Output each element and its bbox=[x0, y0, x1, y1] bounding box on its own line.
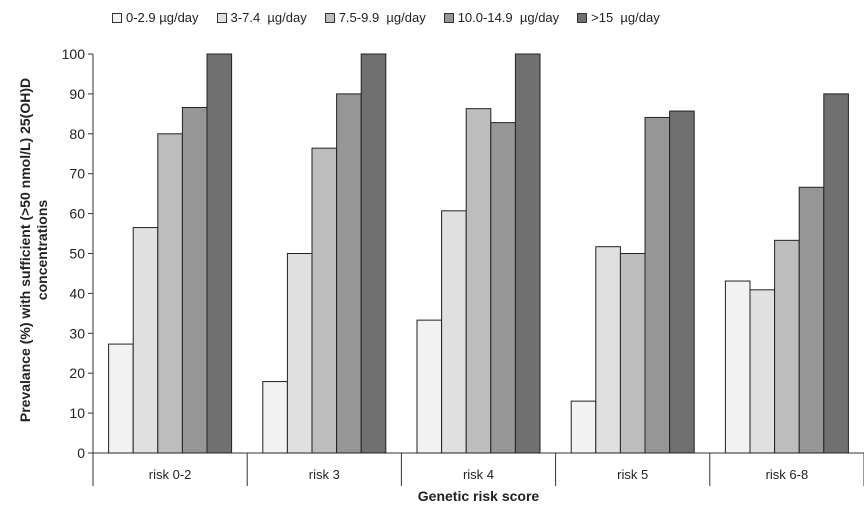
legend-swatch bbox=[216, 12, 227, 23]
x-tick-label: risk 3 bbox=[309, 467, 340, 482]
bar bbox=[798, 186, 825, 454]
bar bbox=[465, 108, 492, 454]
legend-item: 10.0-14.9 µg/day bbox=[443, 10, 560, 25]
y-tick-label: 20 bbox=[69, 365, 85, 381]
legend-swatch bbox=[112, 12, 122, 23]
bar bbox=[286, 253, 313, 454]
y-tick-label: 60 bbox=[69, 206, 85, 222]
bar bbox=[108, 343, 134, 454]
legend-swatch bbox=[443, 12, 454, 23]
bar bbox=[360, 53, 387, 454]
legend-label: 3-7.4 µg/day bbox=[230, 10, 307, 25]
y-tick-label: 80 bbox=[69, 126, 85, 142]
y-tick-label: 30 bbox=[69, 325, 85, 341]
bar bbox=[774, 239, 800, 454]
bar bbox=[644, 116, 671, 454]
y-tick-label: 100 bbox=[62, 46, 86, 62]
legend-item: 3-7.4 µg/day bbox=[216, 10, 307, 25]
y-tick-label: 50 bbox=[69, 246, 85, 262]
bar bbox=[206, 53, 233, 454]
bar bbox=[749, 289, 776, 454]
y-tick-label: 10 bbox=[69, 405, 85, 421]
bar bbox=[490, 122, 516, 454]
x-tick-label: risk 6-8 bbox=[766, 467, 809, 482]
legend-item: 7.5-9.9 µg/day bbox=[324, 10, 426, 25]
bar bbox=[157, 133, 183, 454]
bar bbox=[262, 381, 288, 454]
legend-item: >15 µg/day bbox=[577, 10, 660, 25]
bar bbox=[669, 110, 695, 454]
x-tick-label: risk 4 bbox=[463, 467, 494, 482]
legend-label: 7.5-9.9 µg/day bbox=[338, 10, 426, 25]
legend-swatch bbox=[577, 12, 588, 23]
legend-label: >15 µg/day bbox=[591, 10, 660, 25]
legend-label: 0-2.9 µg/day bbox=[126, 10, 199, 25]
y-tick-label: 90 bbox=[69, 86, 85, 102]
bar bbox=[336, 93, 362, 454]
bar bbox=[181, 106, 208, 454]
x-axis-label: Genetic risk score bbox=[417, 488, 540, 504]
bar bbox=[724, 280, 751, 454]
bar bbox=[441, 210, 467, 454]
bar bbox=[595, 246, 621, 454]
chart-legend: 0-2.9 µg/day 3-7.4 µg/day 7.5-9.9 µg/day 10… bbox=[112, 10, 678, 25]
x-tick-label: risk 0-2 bbox=[149, 467, 192, 482]
x-tick-label: risk 5 bbox=[617, 467, 648, 482]
bar bbox=[823, 93, 849, 454]
legend-item: 0-2.9 µg/day bbox=[112, 10, 199, 25]
y-tick-label: 40 bbox=[69, 285, 85, 301]
legend-label: 10.0-14.9 µg/day bbox=[457, 10, 560, 25]
y-tick-label: 0 bbox=[77, 445, 85, 461]
bar bbox=[514, 53, 541, 454]
legend-swatch bbox=[324, 12, 335, 23]
bar bbox=[570, 400, 597, 454]
y-tick-label: 70 bbox=[69, 166, 85, 182]
bar bbox=[619, 253, 646, 454]
bar bbox=[311, 147, 338, 454]
bar bbox=[132, 227, 159, 454]
bar bbox=[416, 319, 443, 454]
